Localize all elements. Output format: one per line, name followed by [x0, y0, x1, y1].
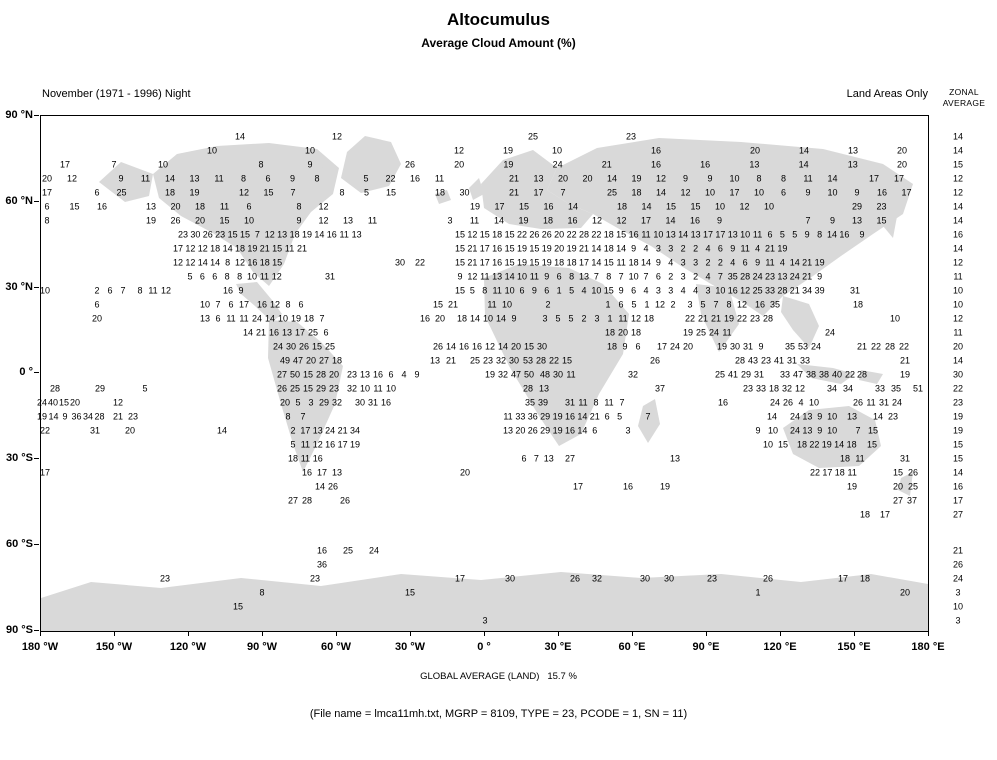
zonal-average-value: 14	[952, 145, 964, 156]
y-axis-tick	[34, 287, 39, 288]
zonal-average-value: 11	[953, 327, 963, 338]
y-axis-label: 0 °	[19, 366, 33, 378]
y-axis-tick	[34, 372, 39, 373]
y-axis-label: 90 °S	[5, 624, 33, 636]
y-axis-label: 60 °N	[5, 195, 33, 207]
landmass-group	[41, 136, 928, 631]
landmass-south-america	[268, 320, 343, 472]
y-axis-label: 90 °N	[5, 109, 33, 121]
zonal-average-value: 3	[955, 615, 961, 626]
world-map-silhouette	[41, 136, 928, 631]
zonal-average-value: 15	[952, 439, 964, 450]
landmass-indonesia-west	[797, 364, 855, 384]
zonal-average-value: 19	[952, 411, 964, 422]
landmass-japan	[883, 204, 898, 238]
zonal-average-value: 24	[952, 573, 964, 584]
y-axis-tick	[34, 201, 39, 202]
y-axis-tick	[34, 544, 39, 545]
zonal-average-value: 10	[952, 299, 964, 310]
y-axis-tick	[34, 630, 39, 631]
zonal-average-value: 11	[953, 271, 963, 282]
zonal-average-value: 22	[952, 383, 964, 394]
landmass-southeast-asia	[781, 296, 819, 348]
zonal-average-value: 12	[952, 173, 964, 184]
zonal-average-value: 12	[952, 257, 964, 268]
y-axis-label: 30 °S	[5, 452, 33, 464]
zonal-average-value: 12	[952, 313, 964, 324]
zonal-average-value: 17	[952, 495, 964, 506]
zonal-average-value: 15	[952, 453, 964, 464]
x-axis-label: 30 °W	[394, 641, 426, 653]
global-average-label: GLOBAL AVERAGE (LAND) 15.7 %	[420, 671, 577, 682]
x-axis-label: 180 °E	[911, 641, 945, 653]
zonal-average-value: 14	[952, 243, 964, 254]
zonal-average-value: 27	[952, 509, 964, 520]
zonal-average-value: 20	[952, 341, 964, 352]
landmass-central-america	[236, 282, 282, 322]
chart-subtitle: Average Cloud Amount (%)	[421, 36, 576, 50]
landmass-british-isles	[469, 178, 484, 200]
zonal-average-value: 14	[952, 131, 964, 142]
landmass-indonesia-east	[859, 370, 883, 384]
x-axis-label: 150 °W	[95, 641, 133, 653]
x-axis-label: 150 °E	[837, 641, 871, 653]
zonal-average-value: 14	[952, 467, 964, 478]
landmass-alaska	[99, 162, 153, 202]
zonal-average-value: 19	[952, 425, 964, 436]
zonal-header-line1: ZONAL	[949, 87, 979, 97]
zonal-average-value: 3	[955, 587, 961, 598]
zonal-average-value: 26	[952, 559, 964, 570]
x-axis-label: 30 °E	[544, 641, 572, 653]
landmass-greenland	[341, 136, 401, 193]
zonal-average-value: 15	[952, 159, 964, 170]
zonal-header-line2: AVERAGE	[942, 98, 986, 108]
zonal-average-value: 10	[952, 285, 964, 296]
zonal-average-value: 23	[952, 397, 964, 408]
y-axis-tick	[34, 115, 39, 116]
x-axis-label: 90 °W	[246, 641, 278, 653]
zonal-average-value: 16	[952, 229, 964, 240]
x-axis-label: 0 °	[477, 641, 491, 653]
landmass-africa	[484, 264, 629, 446]
y-axis-tick	[34, 458, 39, 459]
y-axis-label: 60 °S	[5, 538, 33, 550]
landmass-antarctica	[41, 572, 928, 631]
landmass-iceland	[435, 190, 451, 204]
zonal-average-value: 21	[952, 545, 964, 556]
zonal-average-value: 10	[952, 601, 964, 612]
map-plot-area	[40, 115, 929, 632]
zonal-average-header: ZONAL AVERAGE	[932, 87, 996, 109]
area-label: Land Areas Only	[846, 88, 928, 100]
zonal-average-value: 14	[952, 215, 964, 226]
landmass-india	[696, 284, 739, 352]
period-label: November (1971 - 1996) Night	[42, 88, 191, 100]
x-axis-label: 120 °E	[763, 641, 797, 653]
x-axis-label: 60 °E	[618, 641, 646, 653]
landmass-australia	[783, 406, 881, 468]
landmass-new-zealand	[898, 472, 913, 496]
zonal-average-value: 14	[952, 201, 964, 212]
zonal-average-value: 16	[952, 481, 964, 492]
landmass-europe	[481, 150, 593, 229]
zonal-average-value: 30	[952, 369, 964, 380]
landmass-arctic-islands	[289, 152, 325, 176]
landmass-north-america	[153, 143, 339, 286]
file-info-label: (File name = lmca11mh.txt, MGRP = 8109, …	[309, 708, 688, 720]
x-axis-label: 60 °W	[320, 641, 352, 653]
zonal-average-value: 12	[952, 187, 964, 198]
y-axis-label: 30 °N	[5, 281, 33, 293]
chart-title: Altocumulus	[447, 10, 550, 29]
zonal-average-value: 14	[952, 355, 964, 366]
x-axis-label: 120 °W	[169, 641, 207, 653]
landmass-madagascar	[638, 399, 660, 443]
landmass-asia	[547, 138, 913, 316]
x-axis-label: 180 °W	[21, 641, 59, 653]
x-axis-label: 90 °E	[692, 641, 720, 653]
